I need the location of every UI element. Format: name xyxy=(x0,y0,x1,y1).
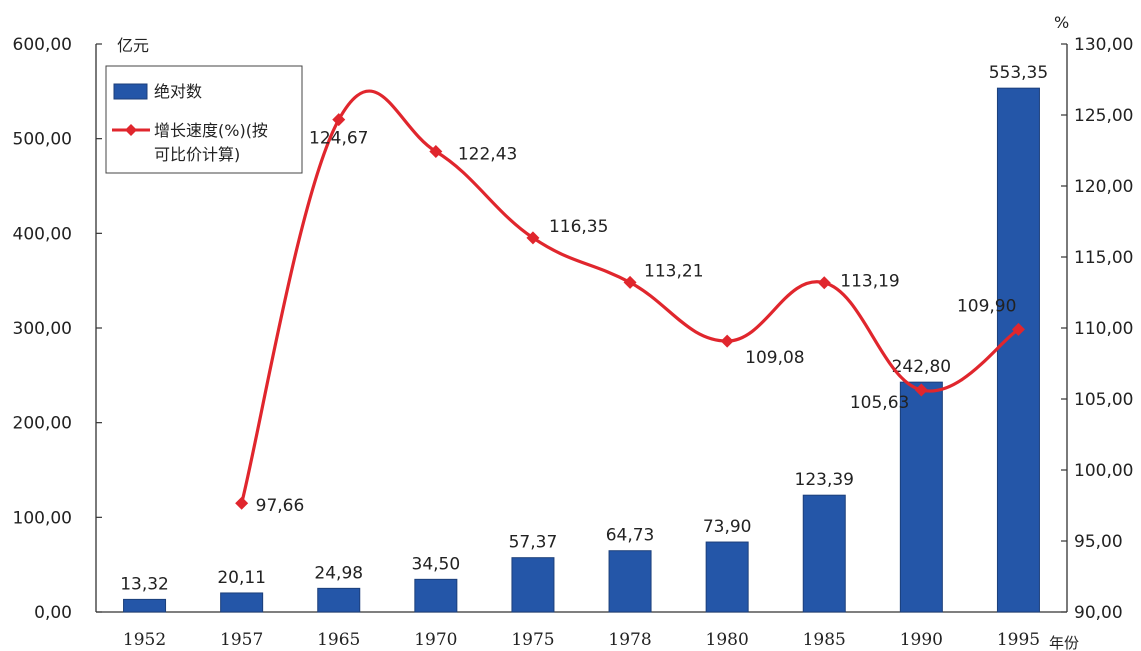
bar xyxy=(317,587,361,613)
line-data-label: 113,21 xyxy=(644,261,703,281)
left-ticks: 0,00 100,00 200,00 300,00 400,00 500,00 600,00 xyxy=(13,35,102,623)
x-tick-label: 1975 xyxy=(511,630,554,650)
bar xyxy=(705,541,749,613)
left-tick-label: 400,00 xyxy=(13,224,72,244)
left-axis-unit: 亿元 xyxy=(117,36,149,55)
line-data-label: 116,35 xyxy=(549,217,608,237)
line-point-marker xyxy=(817,276,831,290)
bars xyxy=(123,87,1040,613)
x-tick-label: 1980 xyxy=(706,630,749,650)
line-point-marker xyxy=(720,334,734,348)
bar-data-label: 242,80 xyxy=(892,357,951,377)
right-tick-label: 90,00 xyxy=(1074,603,1123,623)
x-tick-label: 1970 xyxy=(414,630,457,650)
right-tick-label: 100,00 xyxy=(1074,461,1133,481)
line-point-marker xyxy=(526,231,540,245)
bar-labels: 13,32 20,11 24,98 34,50 57,37 64,73 73,90 123,3… xyxy=(120,63,1048,594)
bar-data-label: 64,73 xyxy=(606,526,655,546)
bar xyxy=(802,494,846,613)
right-axis-unit: % xyxy=(1054,13,1069,32)
bar xyxy=(996,87,1040,613)
line-data-label: 109,90 xyxy=(957,296,1016,316)
x-tick-label: 1952 xyxy=(123,630,166,650)
legend-label-line-1: 增长速度(%)(按 xyxy=(154,121,268,140)
bar-data-label: 13,32 xyxy=(120,574,169,594)
bar xyxy=(511,557,555,613)
right-tick-label: 125,00 xyxy=(1074,106,1133,126)
line-data-label: 109,08 xyxy=(745,348,804,368)
right-tick-label: 95,00 xyxy=(1074,532,1123,552)
left-tick-label: 600,00 xyxy=(13,35,72,55)
bar-data-label: 24,98 xyxy=(314,563,363,583)
left-tick-label: 500,00 xyxy=(13,130,72,150)
line-data-label: 124,67 xyxy=(309,129,368,149)
line-labels: 97,66 124,67 122,43 116,35 113,21 109,08 113,1… xyxy=(256,129,1017,517)
x-tick-label: 1978 xyxy=(608,630,651,650)
right-tick-label: 105,00 xyxy=(1074,390,1133,410)
line-data-label: 122,43 xyxy=(458,144,517,164)
line-point-marker xyxy=(235,496,249,510)
right-tick-label: 110,00 xyxy=(1074,319,1133,339)
line-data-label: 105,63 xyxy=(850,393,909,413)
bar-data-label: 34,50 xyxy=(412,554,461,574)
x-tick-label: 1995 xyxy=(997,630,1040,650)
right-tick-label: 115,00 xyxy=(1074,248,1133,268)
bar-data-label: 20,11 xyxy=(217,568,266,588)
right-ticks: 90,00 95,00 100,00 105,00 110,00 115,00 120,00… xyxy=(1061,35,1133,623)
line-point-marker xyxy=(914,383,928,397)
x-axis-unit: 年份 xyxy=(1049,634,1079,651)
legend-label-line-2: 可比价计算) xyxy=(154,145,240,164)
bar xyxy=(220,592,264,613)
bar xyxy=(414,578,458,613)
bar-data-label: 73,90 xyxy=(703,517,752,537)
line-data-label: 113,19 xyxy=(840,272,899,292)
bar-data-label: 123,39 xyxy=(795,470,854,490)
bar xyxy=(123,598,167,613)
line-layer xyxy=(235,89,1025,510)
line-point-marker xyxy=(429,144,443,158)
x-ticks: 1952 1957 1965 1970 1975 1978 1980 1985 1990 1995 xyxy=(123,630,1040,650)
line-point-marker xyxy=(623,275,637,289)
line-point-marker xyxy=(332,113,346,127)
line-data-label: 97,66 xyxy=(256,496,305,516)
x-tick-label: 1965 xyxy=(317,630,360,650)
legend-bar-swatch xyxy=(113,83,148,100)
x-tick-label: 1990 xyxy=(900,630,943,650)
bar xyxy=(608,550,652,613)
legend-label-bar: 绝对数 xyxy=(154,82,202,101)
bar-data-label: 57,37 xyxy=(509,533,558,553)
line-point-marker xyxy=(1011,322,1025,336)
left-tick-label: 300,00 xyxy=(13,319,72,339)
legend: 绝对数 增长速度(%)(按 可比价计算) xyxy=(105,65,303,174)
bar xyxy=(899,381,943,613)
left-tick-label: 200,00 xyxy=(13,414,72,434)
x-tick-label: 1957 xyxy=(220,630,263,650)
left-tick-label: 100,00 xyxy=(13,508,72,528)
x-tick-label: 1985 xyxy=(803,630,846,650)
left-tick-label: 0,00 xyxy=(34,603,72,623)
right-tick-label: 120,00 xyxy=(1074,177,1133,197)
bar-data-label: 553,35 xyxy=(989,63,1048,83)
legend-diamond-marker xyxy=(125,124,137,136)
right-tick-label: 130,00 xyxy=(1074,35,1133,55)
